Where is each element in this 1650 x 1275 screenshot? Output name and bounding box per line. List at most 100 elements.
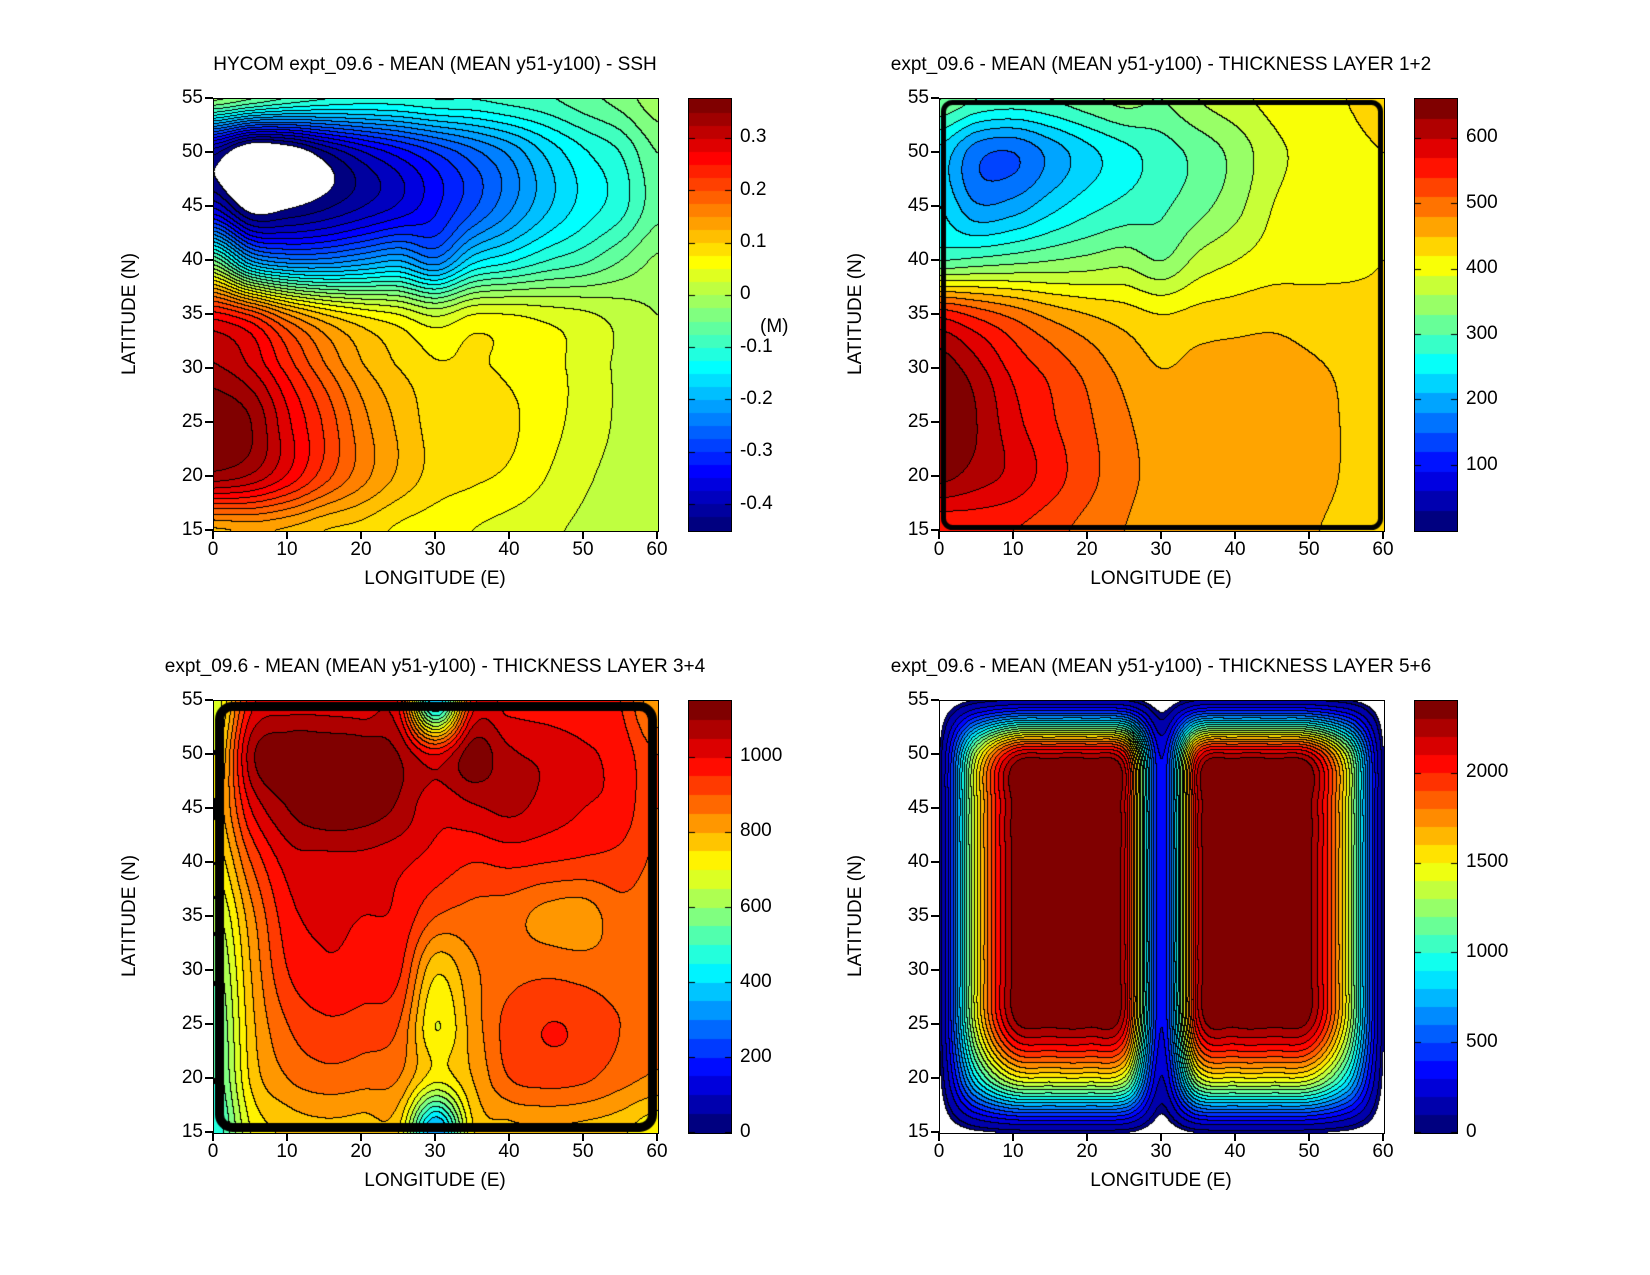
y-tick-mark xyxy=(931,807,939,809)
colorbar-tick-label: 500 xyxy=(1466,1031,1498,1052)
colorbar-tick-label: 200 xyxy=(1466,388,1498,410)
colorbar-tick-label: 100 xyxy=(1466,453,1498,475)
y-tick-mark xyxy=(205,807,213,809)
y-tick-label: 25 xyxy=(181,411,203,432)
colorbar-tick-label: 600 xyxy=(1466,126,1498,148)
x-tick-label: 20 xyxy=(1076,539,1098,560)
y-tick-mark xyxy=(205,699,213,701)
y-tick-label: 55 xyxy=(181,87,203,108)
x-tick-mark xyxy=(1382,1133,1384,1141)
y-axis-label: LATITUDE (N) xyxy=(845,854,866,978)
x-tick-label: 20 xyxy=(350,1141,372,1162)
colorbar-tick-label: 200 xyxy=(740,1045,772,1067)
y-tick-mark xyxy=(931,421,939,423)
x-tick-mark xyxy=(1308,1133,1310,1141)
x-axis-label: LONGITUDE (E) xyxy=(364,568,506,589)
colorbar-tick-label: -0.2 xyxy=(740,388,773,410)
y-tick-mark xyxy=(205,475,213,477)
x-tick-mark xyxy=(508,531,510,539)
y-tick-mark xyxy=(931,699,939,701)
y-tick-label: 50 xyxy=(907,141,929,162)
y-tick-label: 25 xyxy=(907,1013,929,1034)
colorbar-tick-label: 800 xyxy=(740,820,772,842)
x-tick-mark xyxy=(1012,531,1014,539)
y-tick-label: 20 xyxy=(181,465,203,486)
x-axis-label: LONGITUDE (E) xyxy=(1090,568,1232,589)
y-tick-mark xyxy=(205,259,213,261)
colorbar xyxy=(1414,700,1458,1134)
y-tick-label: 25 xyxy=(907,411,929,432)
x-tick-label: 30 xyxy=(1150,1141,1172,1162)
y-tick-mark xyxy=(205,151,213,153)
x-tick-label: 50 xyxy=(572,1141,594,1162)
x-tick-mark xyxy=(656,531,658,539)
x-tick-mark xyxy=(286,531,288,539)
y-tick-label: 15 xyxy=(907,519,929,540)
x-tick-label: 60 xyxy=(646,539,668,560)
x-tick-label: 30 xyxy=(1150,539,1172,560)
subplot-thickness-layer-5-6: expt_09.6 - MEAN (MEAN y51-y100) - THICK… xyxy=(845,656,1508,1191)
y-tick-label: 45 xyxy=(181,195,203,216)
colorbar-tick-label: 1500 xyxy=(1466,851,1509,872)
y-axis-label: LATITUDE (N) xyxy=(119,252,140,376)
y-tick-mark xyxy=(931,1077,939,1079)
x-tick-label: 40 xyxy=(1224,1141,1246,1162)
y-axis-label: LATITUDE (N) xyxy=(845,252,866,376)
y-tick-label: 30 xyxy=(181,959,203,980)
contour-field-canvas xyxy=(939,98,1385,532)
x-tick-label: 50 xyxy=(572,539,594,560)
x-tick-label: 10 xyxy=(1002,1141,1024,1162)
y-tick-mark xyxy=(931,475,939,477)
chart-title: HYCOM expt_09.6 - MEAN (MEAN y51-y100) -… xyxy=(213,54,657,75)
x-tick-label: 40 xyxy=(498,539,520,560)
colorbar-tick-label: 400 xyxy=(1466,257,1498,279)
colorbar-tick-label: 500 xyxy=(1466,191,1498,213)
x-tick-mark xyxy=(434,1133,436,1141)
colorbar-tick-label: 0.3 xyxy=(740,126,767,148)
x-tick-mark xyxy=(434,531,436,539)
y-tick-label: 20 xyxy=(907,465,929,486)
subplot-thickness-layer-3-4: expt_09.6 - MEAN (MEAN y51-y100) - THICK… xyxy=(119,656,782,1191)
x-tick-mark xyxy=(1234,1133,1236,1141)
y-tick-mark xyxy=(205,97,213,99)
y-tick-label: 25 xyxy=(181,1013,203,1034)
y-tick-mark xyxy=(205,915,213,917)
y-tick-label: 45 xyxy=(907,195,929,216)
y-tick-label: 45 xyxy=(181,797,203,818)
y-tick-mark xyxy=(931,151,939,153)
colorbar-tick-label: -0.1 xyxy=(740,335,773,357)
y-tick-label: 50 xyxy=(181,743,203,764)
y-tick-label: 40 xyxy=(907,249,929,270)
x-tick-label: 30 xyxy=(424,539,446,560)
y-tick-mark xyxy=(205,367,213,369)
subplot-thickness-layer-1-2: expt_09.6 - MEAN (MEAN y51-y100) - THICK… xyxy=(845,54,1498,589)
x-tick-mark xyxy=(1308,531,1310,539)
x-tick-label: 0 xyxy=(207,1141,219,1162)
y-tick-mark xyxy=(931,259,939,261)
y-tick-label: 20 xyxy=(907,1067,929,1088)
colorbar xyxy=(688,700,732,1134)
x-tick-label: 50 xyxy=(1298,539,1320,560)
y-tick-label: 30 xyxy=(907,357,929,378)
y-tick-mark xyxy=(931,529,939,531)
x-tick-label: 60 xyxy=(1372,1141,1394,1162)
x-tick-mark xyxy=(1160,531,1162,539)
y-tick-mark xyxy=(931,1023,939,1025)
x-tick-label: 0 xyxy=(933,539,945,560)
x-tick-mark xyxy=(360,531,362,539)
x-axis-label: LONGITUDE (E) xyxy=(364,1170,506,1191)
x-tick-mark xyxy=(1160,1133,1162,1141)
y-tick-label: 50 xyxy=(907,743,929,764)
x-tick-label: 60 xyxy=(1372,539,1394,560)
y-tick-mark xyxy=(205,753,213,755)
chart-title: expt_09.6 - MEAN (MEAN y51-y100) - THICK… xyxy=(890,54,1432,75)
y-tick-label: 35 xyxy=(907,905,929,926)
y-tick-mark xyxy=(205,421,213,423)
y-tick-mark xyxy=(931,753,939,755)
colorbar-tick-label: -0.3 xyxy=(740,440,773,462)
x-tick-mark xyxy=(656,1133,658,1141)
x-tick-label: 10 xyxy=(276,539,298,560)
y-tick-mark xyxy=(931,915,939,917)
y-tick-mark xyxy=(931,969,939,971)
y-tick-mark xyxy=(931,205,939,207)
